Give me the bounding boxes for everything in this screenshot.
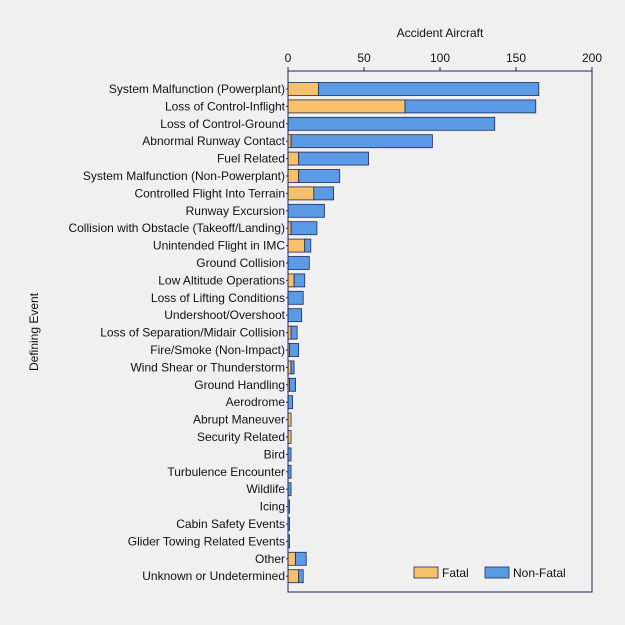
bar-non-fatal <box>290 360 295 375</box>
category-label: Abnormal Runway Contact <box>142 134 285 148</box>
x-tick-label: 150 <box>506 51 526 65</box>
category-label: Security Related <box>197 430 285 444</box>
bar-non-fatal <box>298 169 341 183</box>
category-label: Wildlife <box>246 482 285 496</box>
bar-non-fatal <box>317 82 540 96</box>
legend-swatch-fatal <box>413 566 439 579</box>
x-tick-label: 50 <box>357 51 371 65</box>
bar-non-fatal <box>287 395 293 410</box>
category-label: Cabin Safety Events <box>176 517 285 531</box>
bar-non-fatal <box>289 377 296 392</box>
bar-non-fatal <box>287 203 325 218</box>
category-label: Glider Towing Related Events <box>128 534 285 548</box>
bar-non-fatal <box>290 221 318 236</box>
bar-non-fatal <box>313 186 334 201</box>
category-labels: System Malfunction (Powerplant) Loss of C… <box>68 82 288 583</box>
category-label: Controlled Flight Into Terrain <box>134 186 285 200</box>
category-label: Aerodrome <box>226 395 286 409</box>
bar-non-fatal <box>298 151 369 166</box>
category-label: Bird <box>264 447 285 461</box>
bars-group <box>287 82 540 584</box>
category-label: System Malfunction (Non-Powerplant) <box>83 169 285 183</box>
category-label: Fire/Smoke (Non-Impact) <box>150 343 285 357</box>
category-label: Abrupt Maneuver <box>193 413 285 427</box>
bar-fatal <box>287 551 296 566</box>
plot-frame <box>287 70 593 593</box>
x-tick-label: 200 <box>582 51 602 65</box>
category-label: Wind Shear or Thunderstorm <box>130 360 285 374</box>
category-label: Ground Handling <box>194 378 285 392</box>
category-label: Undershoot/Overshoot <box>164 308 285 322</box>
x-tick-label: 0 <box>285 51 292 65</box>
category-label: Loss of Control-Ground <box>160 117 285 131</box>
legend: Fatal Non-Fatal <box>413 566 566 580</box>
bar-non-fatal <box>293 273 306 288</box>
category-label: Fuel Related <box>217 152 285 166</box>
x-axis-title: Accident Aircraft <box>397 26 484 40</box>
category-label: Unintended Flight in IMC <box>153 239 285 253</box>
x-axis: 0 50 100 150 200 <box>285 51 602 71</box>
bar-non-fatal <box>287 256 310 270</box>
bar-non-fatal <box>298 569 304 584</box>
bar-non-fatal <box>290 134 433 149</box>
bar-non-fatal <box>404 99 537 114</box>
category-label: Unknown or Undetermined <box>142 569 285 583</box>
bar-fatal <box>287 186 315 201</box>
category-label: Low Altitude Operations <box>158 273 285 287</box>
category-label: Turbulence Encounter <box>167 465 285 479</box>
bar-fatal <box>287 569 300 584</box>
category-label: Collision with Obstacle (Takeoff/Landing… <box>68 221 285 235</box>
bar-non-fatal <box>295 551 307 566</box>
bar-non-fatal <box>287 308 303 323</box>
legend-swatch-non-fatal <box>484 566 510 579</box>
bar-fatal <box>287 151 300 166</box>
category-label: Loss of Separation/Midair Collision <box>100 326 285 340</box>
category-label: Icing <box>260 500 285 514</box>
legend-label-fatal: Fatal <box>442 566 469 580</box>
y-axis-title: Defining Event <box>27 292 41 371</box>
category-label: Loss of Lifting Conditions <box>151 291 285 305</box>
bar-fatal <box>287 273 295 288</box>
bar-non-fatal <box>304 238 312 253</box>
bar-fatal <box>287 169 300 183</box>
bar-non-fatal <box>287 290 304 305</box>
bar-fatal <box>287 82 319 96</box>
bar-fatal <box>287 238 306 253</box>
bar-non-fatal <box>287 116 496 131</box>
category-label: Other <box>255 552 285 566</box>
category-label: System Malfunction (Powerplant) <box>109 82 285 96</box>
bar-fatal <box>287 99 406 114</box>
bar-non-fatal <box>289 343 300 357</box>
bar-non-fatal <box>290 325 298 340</box>
legend-label-non-fatal: Non-Fatal <box>513 566 566 580</box>
category-label: Runway Excursion <box>186 204 285 218</box>
category-label: Ground Collision <box>196 256 285 270</box>
x-tick-label: 100 <box>430 51 450 65</box>
category-label: Loss of Control-Inflight <box>165 99 286 113</box>
